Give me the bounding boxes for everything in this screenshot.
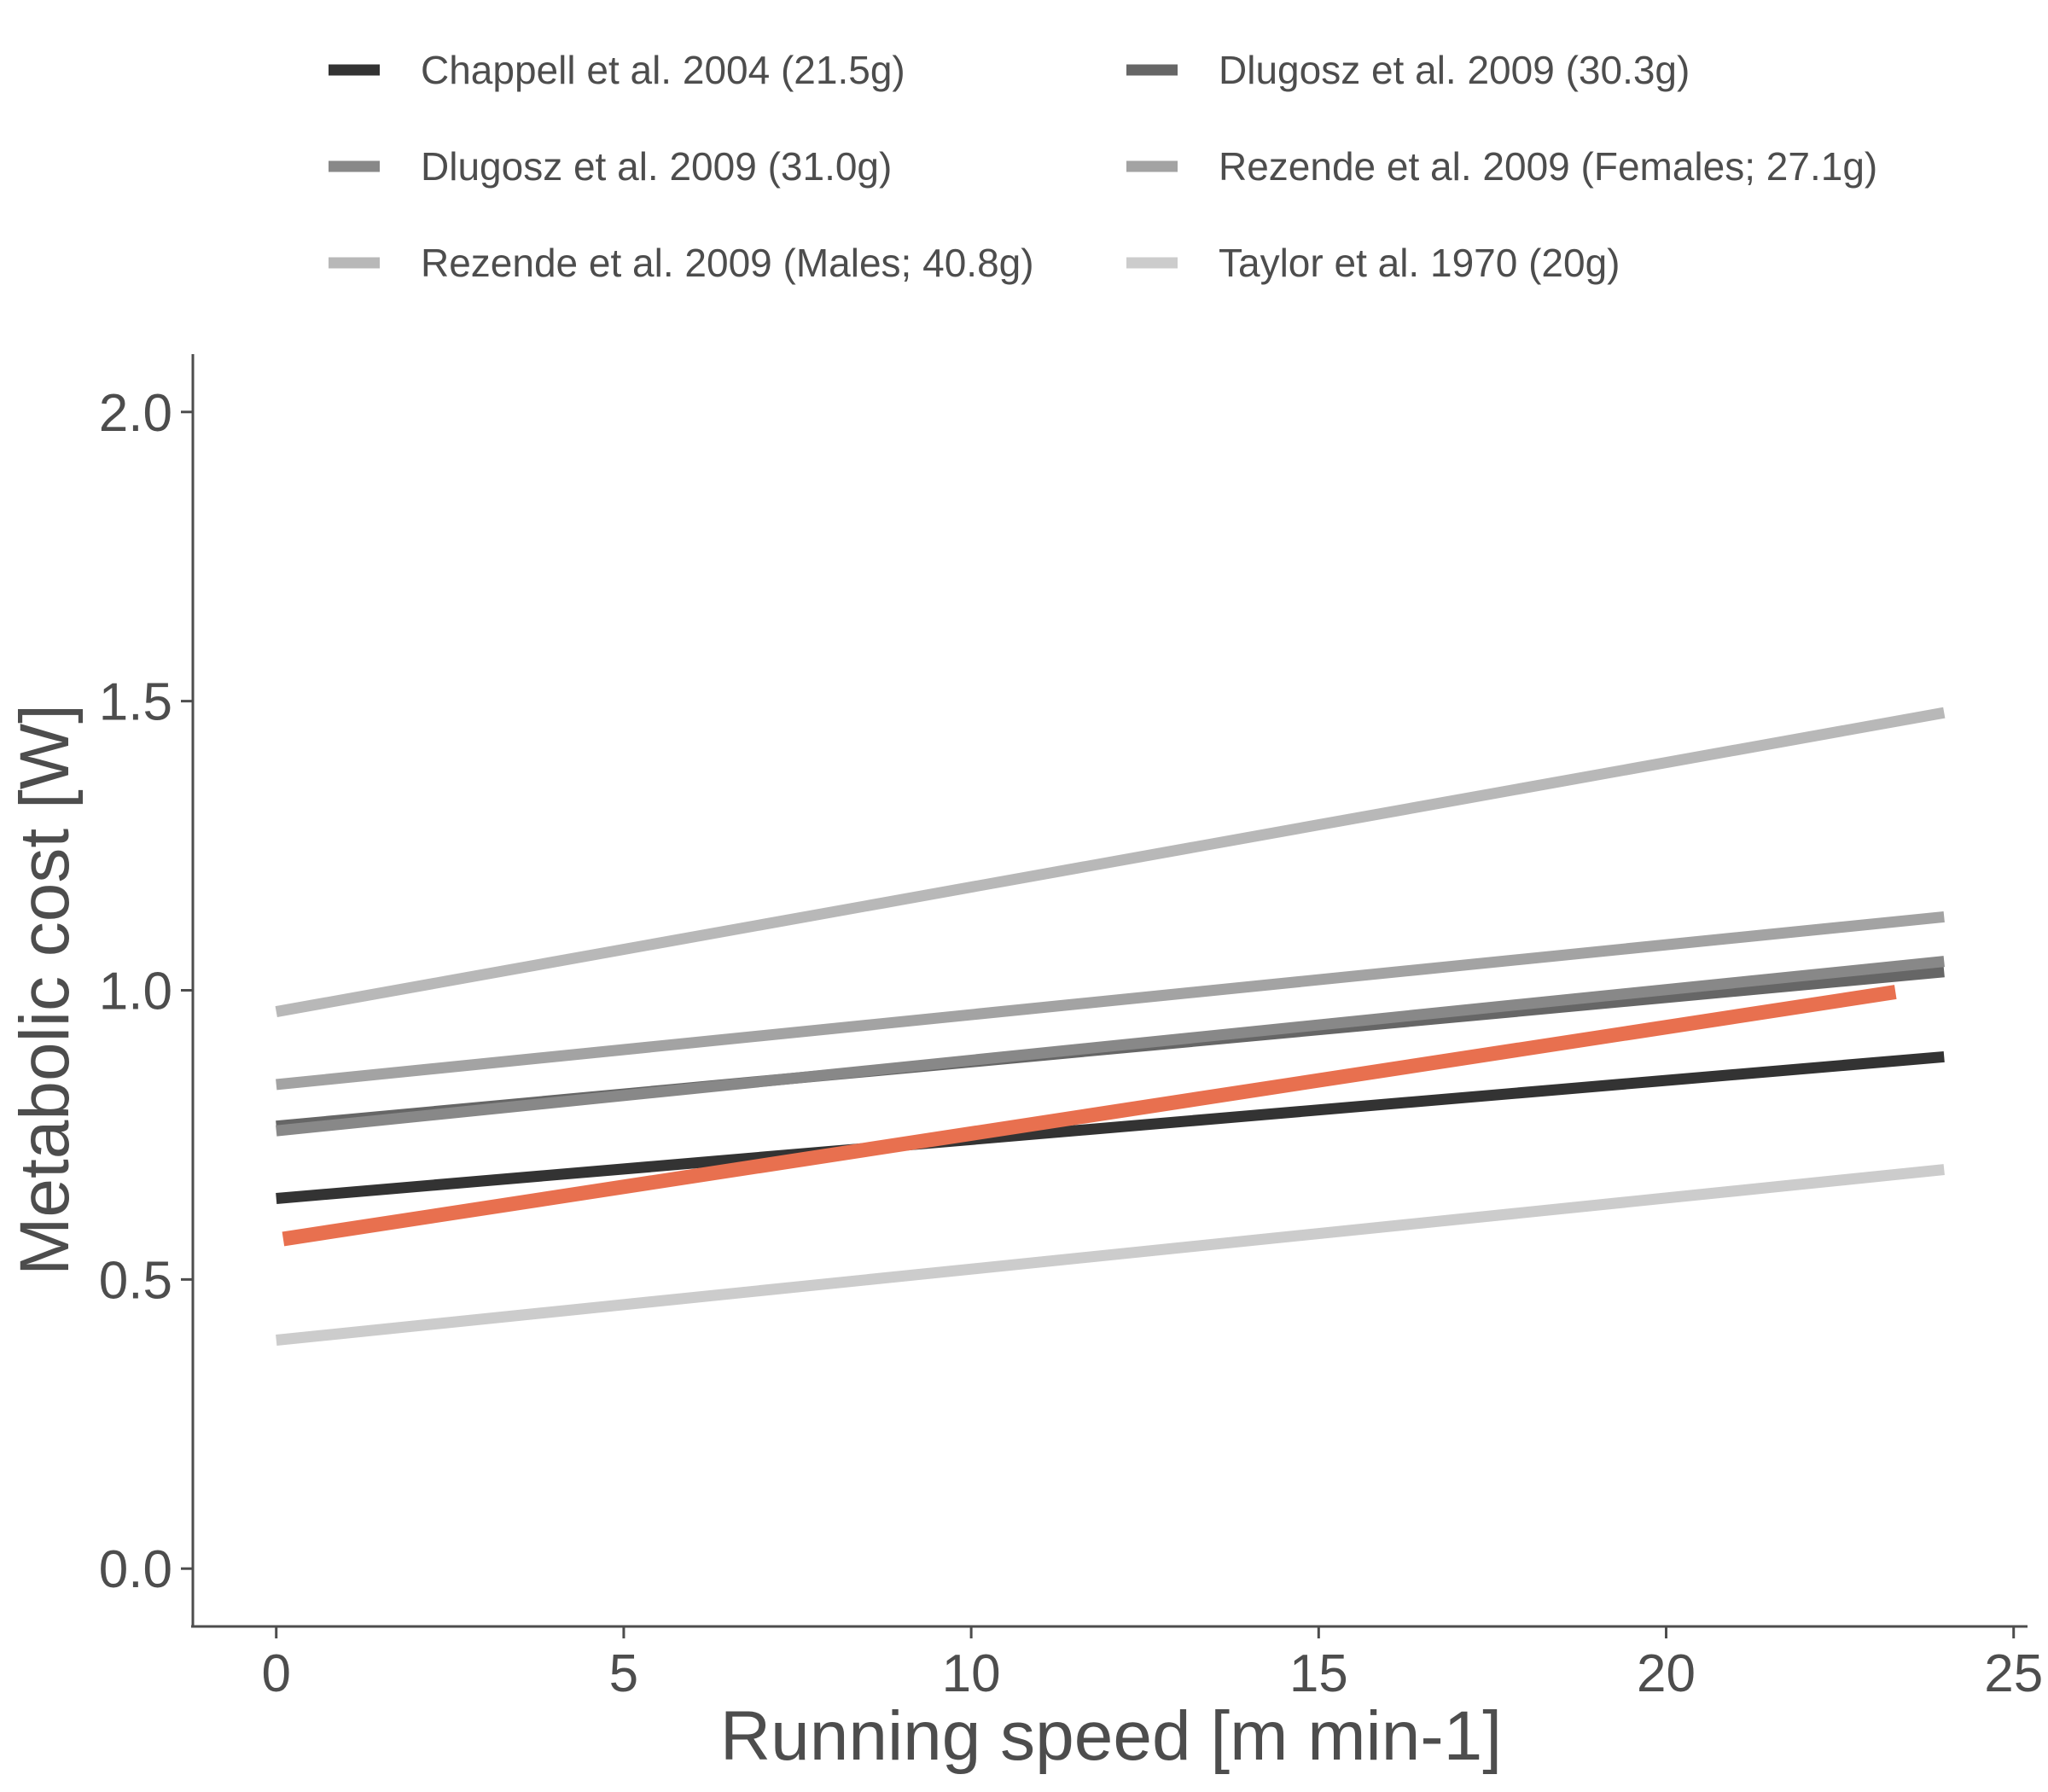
y-tick-label: 1.0 — [99, 963, 172, 1021]
series-line — [275, 707, 1946, 1017]
legend-label: Taylor et al. 1970 (20g) — [1219, 241, 1620, 285]
x-ticks: 0 5 10 15 20 25 — [261, 1626, 2043, 1703]
x-tick-label: 5 — [609, 1644, 638, 1703]
legend-label: Dlugosz et al. 2009 (30.3g) — [1219, 48, 1690, 92]
legend: Chappell et al. 2004 (21.5g) Dlugosz et a… — [329, 48, 1877, 285]
x-axis-title: Running speed [m min-1] — [720, 1697, 1502, 1775]
series-line — [276, 1050, 1945, 1204]
y-tick-label: 2.0 — [99, 384, 172, 443]
plot-lines — [275, 707, 1946, 1346]
legend-label: Dlugosz et al. 2009 (31.0g) — [421, 144, 892, 189]
highlight-line — [282, 985, 1897, 1247]
x-tick-label: 20 — [1637, 1644, 1696, 1703]
series-line — [276, 1164, 1945, 1346]
legend-label: Chappell et al. 2004 (21.5g) — [421, 48, 905, 92]
y-ticks: 0.0 0.5 1.0 1.5 2.0 — [99, 384, 193, 1599]
y-axis-title: Metabolic cost [W] — [6, 704, 84, 1276]
x-tick-label: 15 — [1289, 1644, 1348, 1703]
series-line — [276, 956, 1945, 1137]
y-tick-label: 0.0 — [99, 1540, 172, 1599]
legend-label: Rezende et al. 2009 (Females; 27.1g) — [1219, 144, 1877, 189]
series-line — [276, 911, 1945, 1091]
x-tick-label: 0 — [261, 1644, 290, 1703]
x-tick-label: 25 — [1984, 1644, 2043, 1703]
y-tick-label: 0.5 — [99, 1251, 172, 1310]
legend-label: Rezende et al. 2009 (Males; 40.8g) — [421, 241, 1034, 285]
x-tick-label: 10 — [942, 1644, 1001, 1703]
y-tick-label: 1.5 — [99, 673, 172, 732]
